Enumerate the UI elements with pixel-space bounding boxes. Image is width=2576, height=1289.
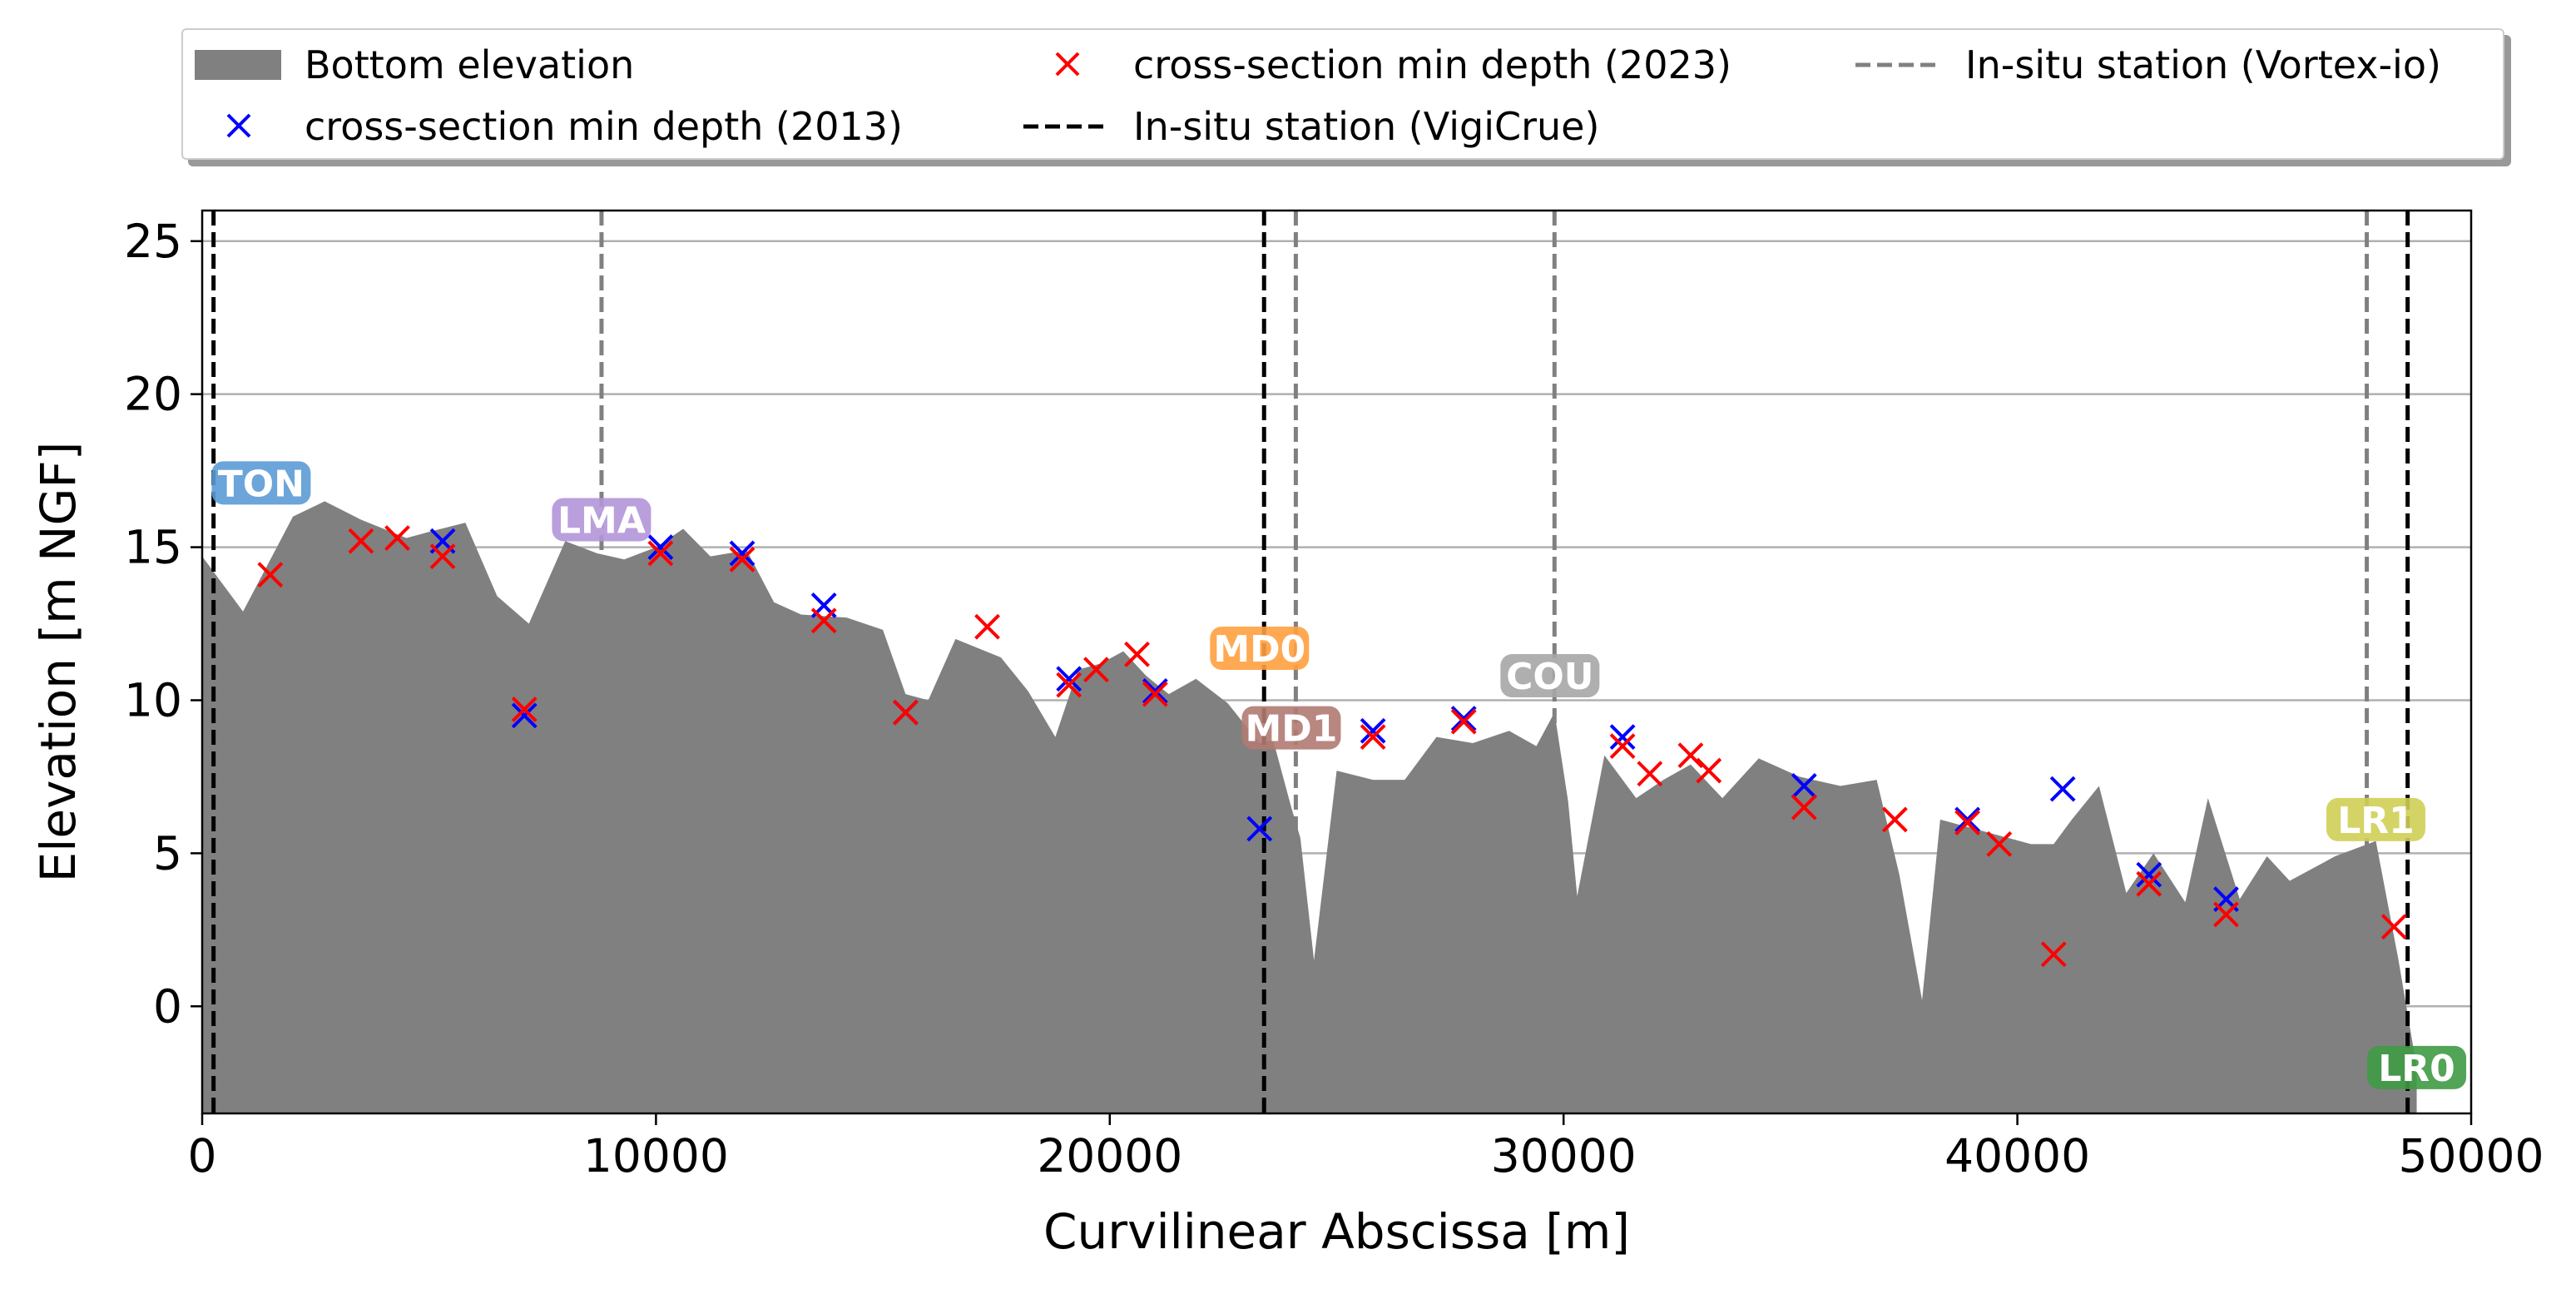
marker-2023: [1986, 830, 2013, 857]
legend-label: cross-section min depth (2023): [1133, 42, 1731, 87]
marker-2023: [974, 613, 1000, 640]
marker-2023: [1677, 742, 1704, 769]
annotation-badge: [552, 498, 651, 542]
x-tick-label: 50000: [2399, 1129, 2544, 1182]
y-tick-label: 20: [124, 368, 182, 421]
legend-label: cross-section min depth (2013): [305, 104, 903, 149]
bottom-elevation-area: [202, 501, 2417, 1113]
legend-label: In-situ station (VigiCrue): [1133, 104, 1600, 149]
marker-2013: [647, 534, 674, 560]
y-axis-label: Elevation [m NGF]: [30, 442, 87, 883]
marker-2023: [1142, 681, 1168, 707]
legend-item-2023: cross-section min depth (2023): [1023, 40, 1731, 90]
legend-label: In-situ station (Vortex-io): [1965, 42, 2441, 87]
marker-2023: [2380, 914, 2407, 940]
legend: Bottom elevation cross-section min depth…: [181, 28, 2504, 160]
x-tick-label: 20000: [1037, 1129, 1182, 1182]
marker-2023: [2136, 870, 2162, 897]
marker-2013: [511, 702, 537, 729]
marker-2023: [429, 543, 456, 570]
annotation-badge: [1500, 654, 1600, 698]
marker-2023: [1360, 724, 1386, 751]
legend-dashed-line-icon: [1855, 62, 1942, 67]
y-tick-label: 0: [153, 979, 182, 1033]
marker-2023: [810, 607, 837, 634]
annotation-label: MD0: [1213, 628, 1305, 671]
marker-2023: [1696, 757, 1722, 784]
marker-2023: [1954, 810, 1981, 836]
annotation-label: MD1: [1245, 708, 1337, 751]
annotation-label: COU: [1506, 656, 1593, 698]
y-tick-label: 10: [124, 673, 182, 726]
legend-label: Bottom elevation: [305, 42, 635, 87]
annotation-badge: [2367, 1045, 2467, 1089]
annotation-label: LR1: [2337, 800, 2415, 842]
marker-2023: [2040, 941, 2067, 968]
marker-2023: [1083, 657, 1109, 683]
marker-2023: [511, 697, 537, 722]
axis-ticks: 0 10000 20000 30000 40000 50000 0 5 10 15 20 25: [124, 215, 2544, 1182]
station-annotations: TON LMA MD0 MD1 COU LR1 LR0: [211, 461, 2467, 1090]
legend-item-vigicrue: In-situ station (VigiCrue): [1023, 102, 1599, 151]
marker-2023: [1450, 708, 1477, 735]
marker-2023: [1637, 761, 1663, 787]
annotation-badge: [1210, 626, 1310, 670]
legend-x-marker-icon: [1055, 52, 1080, 77]
marker-2013: [1056, 666, 1082, 692]
marker-2023: [729, 546, 755, 573]
marker-2023: [384, 525, 410, 551]
y-tick-label: 25: [124, 215, 182, 268]
marker-2023: [647, 540, 674, 567]
legend-patch-icon: [195, 50, 281, 80]
annotation-label: TON: [218, 463, 305, 505]
annotation-badge: [211, 461, 311, 505]
marker-2013: [1609, 724, 1636, 751]
x-tick-label: 30000: [1491, 1129, 1637, 1182]
legend-item-vortex: In-situ station (Vortex-io): [1855, 40, 2441, 90]
marker-2013: [1954, 806, 1981, 833]
marker-2023: [1609, 733, 1636, 760]
annotation-badge: [1241, 706, 1341, 750]
legend-item-2013: cross-section min depth (2013): [195, 102, 903, 151]
annotation-label: LMA: [557, 499, 646, 542]
marker-2013: [2049, 776, 2076, 802]
annotation-badge: [2326, 797, 2425, 841]
x-tick-label: 10000: [583, 1129, 729, 1182]
marker-2013: [1360, 717, 1386, 744]
legend-item-bottom-elevation: Bottom elevation: [195, 40, 634, 90]
marker-2023: [1881, 806, 1908, 833]
marker-2013: [1246, 816, 1273, 842]
y-tick-label: 15: [124, 521, 182, 574]
marker-2023: [348, 528, 374, 554]
marker-2013: [1450, 706, 1477, 731]
annotation-label: LR0: [2378, 1048, 2455, 1090]
marker-2013: [1791, 773, 1817, 799]
marker-2023: [1791, 794, 1817, 820]
marker-2013: [1142, 678, 1168, 704]
marker-2023: [257, 562, 284, 588]
x-axis-label: Curvilinear Abscissa [m]: [1043, 1203, 1630, 1260]
marker-2013: [729, 540, 755, 567]
bottom-elevation-path: [202, 501, 2417, 1113]
marker-2023: [2213, 901, 2239, 928]
cross-section-markers: [257, 525, 2407, 968]
legend-x-marker-icon: [226, 113, 251, 138]
marker-2023: [1056, 672, 1082, 698]
x-tick-label: 0: [188, 1129, 217, 1182]
y-tick-label: 5: [153, 826, 182, 880]
marker-2023: [892, 699, 919, 726]
plot-frame: [201, 209, 2473, 1115]
legend-dashed-line-icon: [1023, 124, 1110, 129]
marker-2023: [1124, 641, 1150, 667]
x-tick-label: 40000: [1944, 1129, 2090, 1182]
marker-2013: [2136, 861, 2162, 888]
